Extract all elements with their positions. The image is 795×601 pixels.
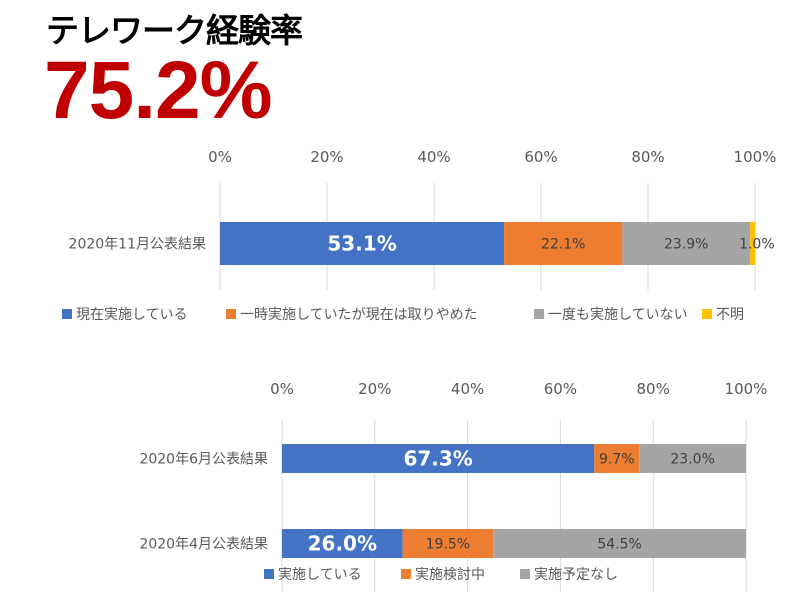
legend-swatch (534, 309, 544, 319)
legend-label: 一時実施していたが現在は取りやめた (240, 307, 478, 323)
tick-label: 20% (358, 380, 391, 398)
tick-label: 0% (270, 380, 294, 398)
legend-swatch (702, 309, 712, 319)
bar-segment (622, 222, 751, 265)
data-label: 23.0% (670, 452, 714, 468)
data-label: 19.5% (426, 537, 470, 553)
bar-segment (282, 444, 595, 473)
data-label: 67.3% (403, 447, 472, 471)
legend-label: 現在実施している (76, 307, 188, 323)
bar-segment (220, 222, 505, 265)
tick-label: 100% (734, 148, 777, 166)
legend-label: 一度も実施していない (548, 307, 688, 323)
category-label: 2020年4月公表結果 (139, 537, 268, 553)
bar-segment (750, 222, 756, 265)
category-label: 2020年11月公表結果 (69, 237, 206, 253)
bar-segment (594, 444, 640, 473)
legend-label: 実施検討中 (415, 567, 485, 583)
legend-label: 実施している (278, 567, 362, 583)
data-label: 1.0% (739, 237, 775, 253)
data-label: 54.5% (597, 537, 641, 553)
bar-segment (504, 222, 623, 265)
data-label: 26.0% (308, 532, 377, 556)
legend-swatch (62, 309, 72, 319)
tick-label: 100% (725, 380, 768, 398)
tick-label: 60% (544, 380, 577, 398)
bar-segment (282, 529, 403, 558)
page-title: テレワーク経験率 (46, 11, 303, 50)
data-label: 9.7% (599, 452, 635, 468)
legend-swatch (226, 309, 236, 319)
bar-segment (493, 529, 746, 558)
tick-label: 80% (637, 380, 670, 398)
data-label: 22.1% (541, 237, 585, 253)
bar-segment (402, 529, 494, 558)
tick-label: 40% (451, 380, 484, 398)
legend-label: 実施予定なし (534, 567, 618, 583)
tick-label: 60% (524, 148, 557, 166)
legend-swatch (520, 569, 530, 579)
data-label: 23.9% (664, 237, 708, 253)
tick-label: 40% (417, 148, 450, 166)
tick-label: 20% (310, 148, 343, 166)
data-label: 53.1% (327, 232, 396, 256)
legend-swatch (401, 569, 411, 579)
headline-value: 75.2% (44, 45, 273, 136)
legend-label: 不明 (716, 307, 744, 323)
tick-label: 0% (208, 148, 232, 166)
legend-swatch (264, 569, 274, 579)
category-label: 2020年6月公表結果 (139, 452, 268, 468)
tick-label: 80% (631, 148, 664, 166)
bar-segment (639, 444, 746, 473)
